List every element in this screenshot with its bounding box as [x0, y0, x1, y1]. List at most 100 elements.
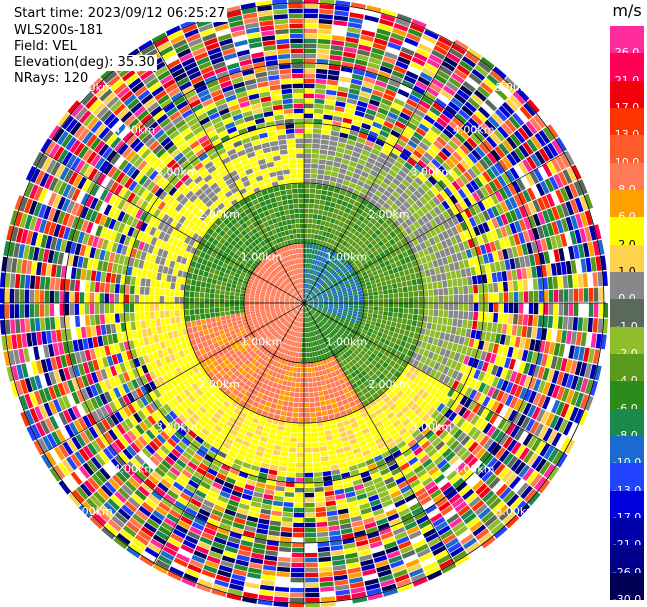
radar-gate [499, 334, 506, 345]
radar-gate [342, 291, 348, 295]
radar-gate [267, 438, 275, 445]
radar-gate [539, 443, 551, 457]
radar-gate [378, 365, 386, 373]
radar-gate [304, 427, 311, 433]
radar-gate [461, 105, 474, 117]
radar-gate [313, 239, 318, 245]
radar-gate [487, 441, 498, 453]
radar-gate [340, 317, 346, 321]
radar-gate [317, 174, 324, 180]
radar-gate [436, 324, 442, 332]
radar-gate [475, 161, 485, 173]
radar-gate [318, 19, 333, 25]
radar-gate [331, 40, 345, 46]
radar-gate [551, 221, 560, 235]
radar-gate [385, 218, 393, 226]
radar-gate [272, 505, 283, 512]
radar-gate [288, 452, 297, 458]
radar-gate [304, 492, 315, 498]
radar-gate [348, 307, 354, 311]
radar-gate [417, 410, 427, 419]
radar-gate [526, 326, 533, 338]
radar-gate [269, 464, 279, 471]
radar-gate [517, 161, 529, 175]
radar-gate [583, 288, 589, 302]
radar-gate [484, 242, 492, 254]
radar-gate [402, 263, 408, 271]
radar-gate [313, 113, 323, 119]
radar-gate [461, 185, 471, 197]
radar-gate [330, 228, 336, 235]
radar-gate [312, 377, 317, 382]
radar-gate [318, 305, 324, 307]
radar-gate [359, 127, 370, 135]
radar-gate [573, 346, 580, 360]
radar-gate [307, 367, 312, 373]
radar-gate [327, 227, 333, 233]
radar-gate [536, 265, 542, 278]
radar-gate [415, 272, 421, 279]
radar-gate [509, 94, 522, 109]
radar-gate [436, 242, 444, 251]
radar-gate [404, 235, 412, 243]
radar-gate [348, 238, 354, 245]
radar-gate [385, 138, 396, 147]
radar-gate [306, 248, 310, 254]
radar-gate [409, 344, 416, 352]
radar-gate [344, 303, 349, 306]
radar-gate [360, 187, 369, 195]
radar-gate [589, 380, 598, 396]
radar-gate [540, 180, 550, 195]
radar-gate [441, 162, 452, 172]
radar-gate [523, 389, 533, 402]
radar-gate [445, 158, 456, 169]
radar-gate [392, 125, 403, 134]
radar-gate [403, 303, 409, 308]
radar-gate [584, 193, 594, 210]
radar-gate [347, 290, 353, 294]
radar-gate [404, 144, 415, 153]
radar-gate [428, 303, 434, 310]
radar-gate [511, 347, 519, 359]
radar-gate [450, 97, 464, 109]
radar-gate [333, 187, 341, 194]
radar-gate [419, 270, 426, 278]
radar-gate [357, 158, 367, 166]
radar-gate [392, 386, 401, 395]
radar-gate [393, 255, 400, 262]
radar-gate [343, 305, 349, 308]
radar-gate [546, 222, 555, 236]
radar-gate [318, 296, 323, 299]
radar-gate [397, 56, 411, 65]
radar-gate [567, 316, 573, 330]
radar-gate [459, 60, 474, 72]
radar-gate [266, 545, 279, 551]
radar-gate [506, 153, 517, 166]
radar-gate [337, 310, 343, 313]
radar-gate [424, 166, 434, 176]
radar-gate [310, 417, 317, 423]
radar-gate [477, 393, 487, 405]
radar-gate [401, 179, 411, 188]
radar-gate [486, 74, 501, 87]
radar-gate [393, 303, 399, 308]
radar-gate [330, 382, 336, 388]
radar-gate [315, 73, 327, 80]
radar-gate [538, 425, 549, 440]
radar-gate [374, 177, 383, 186]
radar-gate [516, 348, 524, 361]
radar-gate [385, 198, 394, 206]
radar-gate [563, 247, 570, 261]
radar-gate [315, 194, 321, 200]
radar-gate [427, 316, 433, 323]
radar-gate [577, 243, 585, 258]
radar-gate [458, 354, 466, 363]
radar-gate [553, 342, 561, 356]
radar-gate [277, 399, 284, 406]
radar-gate [375, 80, 388, 88]
radar-gate [337, 292, 343, 296]
radar-gate [350, 330, 356, 336]
radar-gate [357, 290, 363, 295]
radar-gate [478, 293, 484, 303]
radar-gate [333, 569, 347, 576]
